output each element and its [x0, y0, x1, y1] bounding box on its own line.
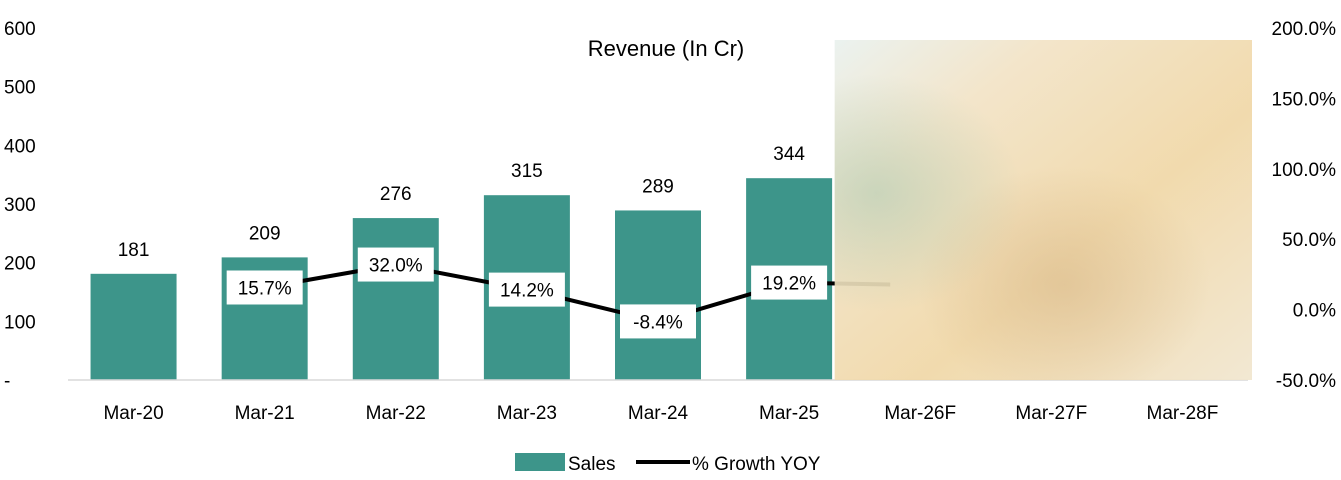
growth-value-label: 15.7% [238, 278, 292, 299]
legend: Sales % Growth YOY [515, 453, 821, 475]
category-label: Mar-25 [759, 403, 819, 424]
growth-value-label: 32.0% [369, 256, 423, 277]
sales-value-label: 276 [380, 184, 412, 205]
growth-value-label: 14.2% [500, 281, 554, 302]
category-label: Mar-26F [884, 403, 956, 424]
legend-growth-label: % Growth YOY [692, 454, 821, 475]
category-labels: Mar-20 Mar-21 Mar-22 Mar-23 Mar-24 Mar-25 Mar-… [103, 403, 1218, 424]
legend-sales-swatch [515, 453, 565, 471]
left-tick-label: 500 [4, 78, 36, 99]
left-tick-label: 400 [4, 136, 36, 157]
growth-value-label: -8.4% [633, 312, 683, 333]
growth-label-box [751, 265, 828, 300]
sales-value-label: 181 [118, 240, 150, 261]
sales-bar [352, 218, 439, 380]
category-label: Mar-21 [235, 403, 295, 424]
category-label: Mar-20 [103, 403, 163, 424]
left-tick-label: 600 [4, 19, 36, 40]
right-tick-label: 100.0% [1272, 160, 1337, 181]
right-tick-label: 50.0% [1282, 230, 1336, 251]
right-tick-label: 200.0% [1272, 19, 1337, 40]
category-label: Mar-27F [1015, 403, 1087, 424]
sales-data-labels: 181 209 276 315 289 344 [118, 144, 806, 261]
right-tick-label: -50.0% [1276, 371, 1336, 392]
category-label: Mar-24 [628, 403, 689, 424]
left-tick-label: 100 [4, 312, 36, 333]
left-tick-label: 200 [4, 254, 36, 275]
growth-label-box [488, 272, 565, 307]
category-label: Mar-28F [1147, 403, 1219, 424]
legend-sales-label: Sales [568, 454, 616, 475]
chart-title: Revenue (In Cr) [588, 36, 745, 61]
blurred-forecast-region [834, 40, 1252, 380]
growth-label-box [226, 270, 303, 305]
growth-value-label: 19.2% [762, 274, 816, 295]
category-label: Mar-23 [497, 403, 557, 424]
sales-bar [90, 273, 177, 380]
sales-value-label: 209 [249, 223, 281, 244]
sales-value-label: 315 [511, 161, 543, 182]
sales-bar [615, 210, 701, 380]
sales-value-label: 344 [773, 144, 805, 165]
category-label: Mar-22 [366, 403, 426, 424]
right-tick-label: 150.0% [1272, 89, 1337, 110]
sales-value-label: 289 [642, 176, 674, 197]
growth-data-labels: 15.7% 32.0% 14.2% -8.4% 19.2% [226, 247, 828, 339]
left-tick-label: 300 [4, 195, 36, 216]
left-axis-ticks: - 100 200 300 400 500 600 [4, 19, 36, 392]
growth-label-box [620, 304, 696, 339]
growth-label-box [357, 247, 434, 282]
left-tick-label: - [4, 371, 10, 392]
right-axis-ticks: -50.0% 0.0% 50.0% 100.0% 150.0% 200.0% [1272, 19, 1337, 392]
right-tick-label: 0.0% [1293, 301, 1336, 322]
